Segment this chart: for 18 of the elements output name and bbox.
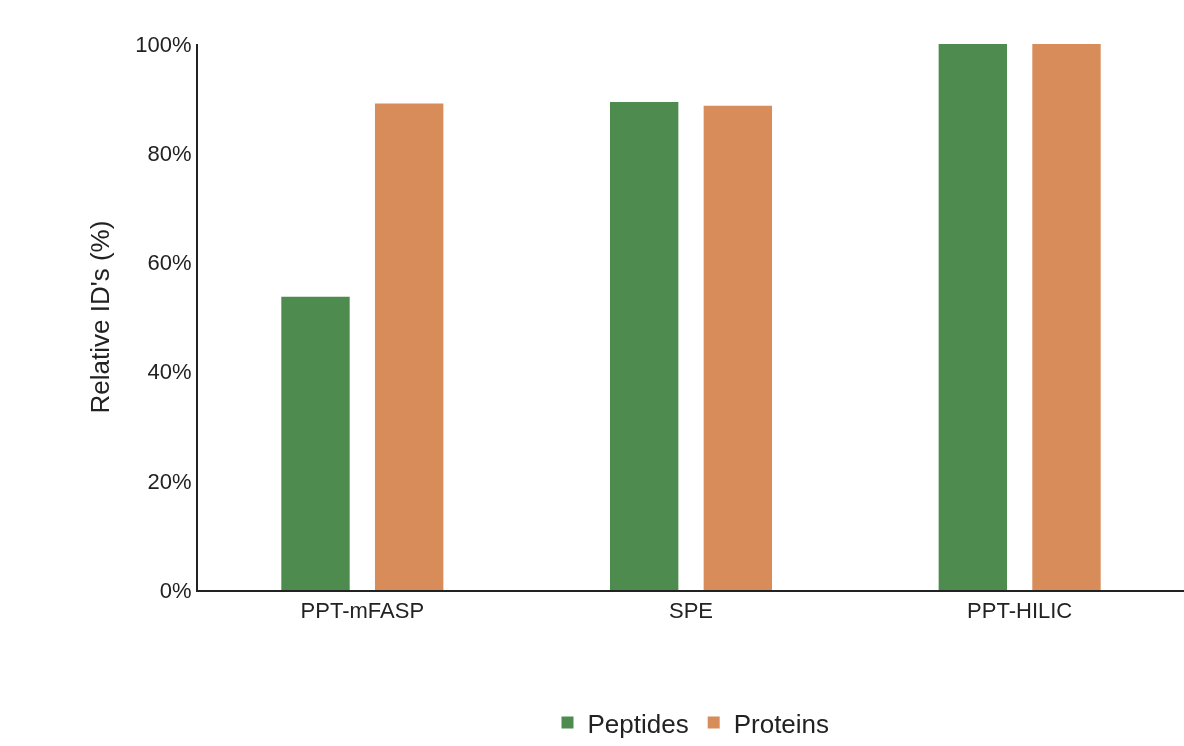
- x-tick-label: SPE: [668, 598, 714, 624]
- bar: [374, 103, 444, 590]
- x-tick-label: PPT-mFASP: [300, 598, 425, 624]
- bar: [281, 296, 350, 590]
- y-tick-label: 20%: [147, 468, 192, 494]
- x-tick-label: PPT-HILIC: [967, 598, 1073, 624]
- bar: [703, 105, 773, 590]
- legend-label: Peptides: [587, 708, 689, 739]
- y-axis-title: Relative ID's (%): [85, 220, 116, 414]
- legend-label: Proteins: [733, 708, 830, 739]
- y-tick-label: 100%: [135, 31, 192, 57]
- y-tick-label: 60%: [147, 250, 192, 276]
- bar: [609, 101, 679, 590]
- bar: [938, 44, 1008, 590]
- y-tick-label: 0%: [159, 577, 192, 603]
- y-tick-label: 80%: [147, 140, 192, 166]
- bar: [1032, 44, 1101, 590]
- y-tick-label: 40%: [147, 359, 192, 385]
